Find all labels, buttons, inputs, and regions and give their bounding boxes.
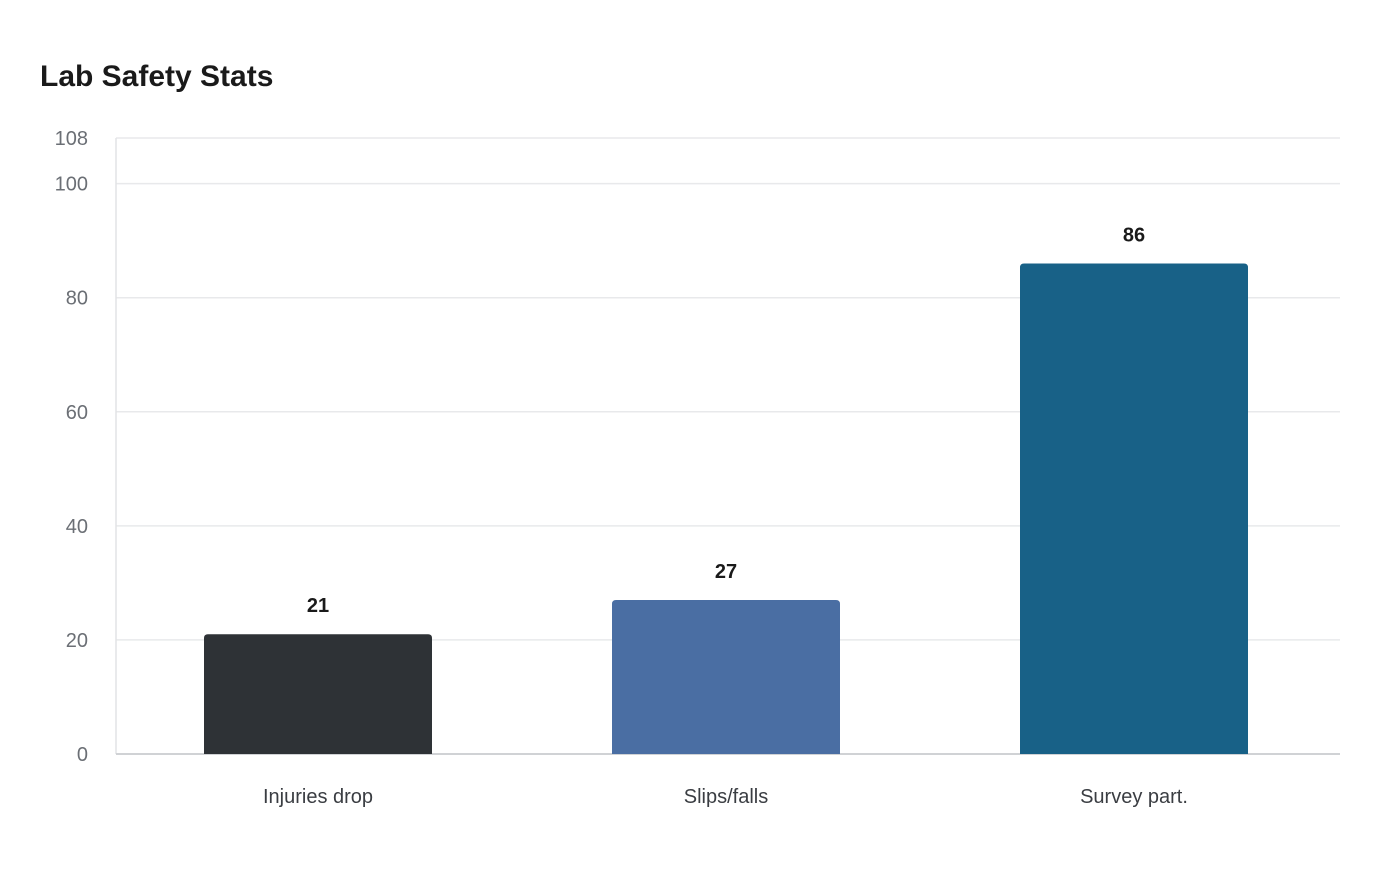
y-tick-label: 40	[66, 516, 88, 538]
bar	[612, 600, 840, 754]
y-tick-label: 60	[66, 402, 88, 424]
data-label: 21	[307, 595, 329, 617]
x-tick-label: Survey part.	[1080, 786, 1188, 808]
bar	[204, 634, 432, 754]
y-tick-label: 0	[77, 744, 88, 766]
chart-title: Lab Safety Stats	[40, 60, 274, 93]
x-tick-label: Slips/falls	[684, 786, 768, 808]
y-tick-label: 80	[66, 288, 88, 310]
y-tick-label: 20	[66, 630, 88, 652]
data-label: 86	[1123, 224, 1145, 246]
y-tick-label: 100	[55, 174, 88, 196]
y-tick-label: 108	[55, 128, 88, 150]
data-label: 27	[715, 561, 737, 583]
bar	[1020, 263, 1248, 754]
x-tick-label: Injuries drop	[263, 786, 373, 808]
